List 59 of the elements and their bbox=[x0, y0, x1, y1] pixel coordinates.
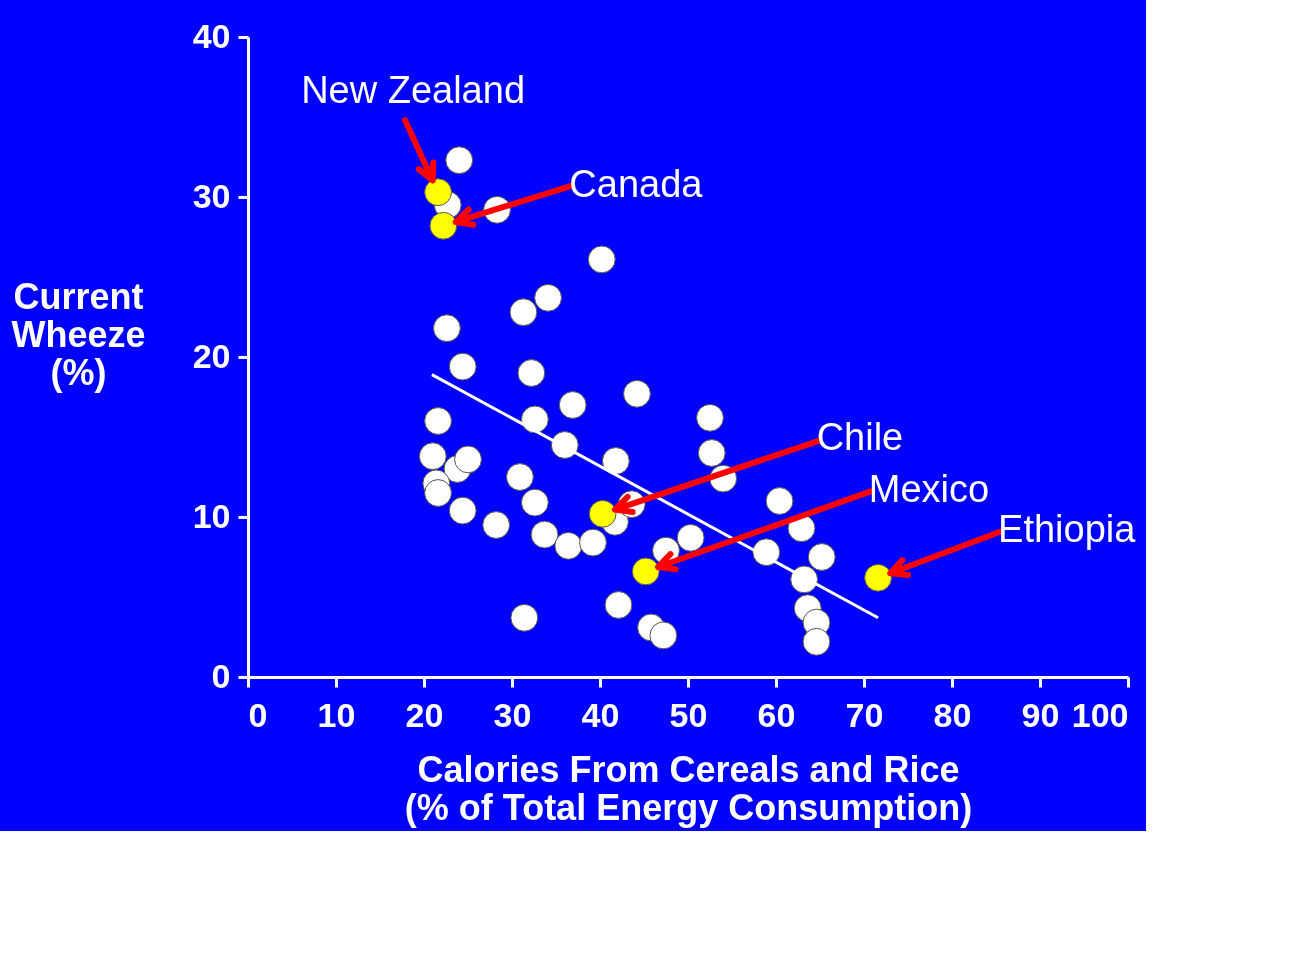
x-tick-label: 40 bbox=[581, 695, 620, 734]
y-tick-label: 20 bbox=[192, 336, 231, 375]
point bbox=[588, 499, 617, 528]
point bbox=[445, 146, 474, 175]
point bbox=[482, 511, 511, 539]
point bbox=[802, 627, 831, 656]
point bbox=[534, 283, 562, 312]
annotation: Ethiopia bbox=[998, 507, 1137, 550]
point bbox=[601, 447, 630, 475]
x-tick-label: 0 bbox=[248, 695, 268, 734]
x-tick-label: 30 bbox=[493, 695, 532, 734]
point bbox=[424, 479, 452, 507]
point bbox=[558, 391, 587, 419]
y-tick-label: 40 bbox=[192, 16, 231, 55]
point bbox=[432, 314, 461, 343]
x-tick-label: 90 bbox=[1021, 695, 1060, 734]
point bbox=[649, 621, 678, 650]
x-tick-label: 80 bbox=[933, 695, 972, 734]
point bbox=[697, 439, 726, 467]
point bbox=[418, 442, 447, 471]
point bbox=[517, 359, 546, 387]
x-tick-label: 60 bbox=[757, 695, 796, 734]
x-axis-title: Calories From Cereals and Rice (% of Total Energy Consumption) bbox=[404, 748, 973, 828]
annotation: New Zealand bbox=[301, 69, 526, 112]
x-tick-label: 10 bbox=[317, 695, 356, 734]
x-tick-label: 70 bbox=[845, 695, 884, 734]
annotation: Mexico bbox=[868, 468, 990, 511]
point bbox=[604, 591, 633, 619]
point bbox=[509, 298, 538, 327]
point bbox=[623, 379, 651, 408]
point bbox=[454, 445, 482, 474]
y-tick-label: 30 bbox=[192, 176, 231, 215]
x-tick-label: 50 bbox=[669, 695, 708, 734]
y-tick-label: 0 bbox=[211, 656, 231, 695]
y-axis-title: Current Wheeze (%) bbox=[11, 275, 146, 393]
point bbox=[807, 543, 836, 571]
point bbox=[530, 520, 559, 549]
point bbox=[448, 352, 477, 381]
point bbox=[587, 245, 616, 274]
point bbox=[510, 603, 539, 632]
point bbox=[864, 563, 892, 592]
annotation: Canada bbox=[569, 162, 704, 205]
point bbox=[579, 528, 607, 557]
point bbox=[631, 557, 660, 586]
point bbox=[506, 463, 534, 491]
point bbox=[424, 178, 452, 207]
y-tick-label: 10 bbox=[192, 496, 231, 535]
point bbox=[429, 211, 458, 240]
x-tick-label: 20 bbox=[405, 695, 444, 734]
point bbox=[765, 487, 794, 515]
point bbox=[696, 403, 724, 432]
point bbox=[448, 496, 477, 525]
point bbox=[520, 405, 549, 434]
point bbox=[424, 407, 452, 435]
point bbox=[676, 523, 705, 552]
point bbox=[520, 488, 549, 517]
point bbox=[554, 531, 583, 560]
x-tick-label: 100 bbox=[1071, 695, 1129, 734]
annotation: Chile bbox=[816, 415, 904, 458]
